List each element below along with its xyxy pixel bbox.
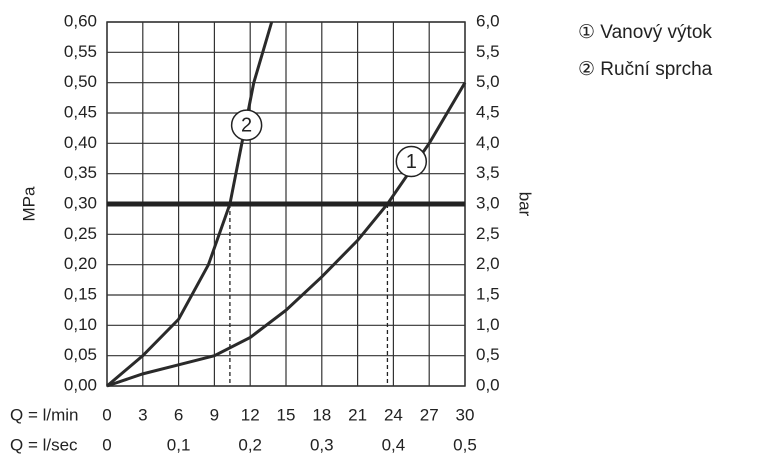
x2-tick-label: 0,4 [382, 435, 406, 454]
y2-tick-label: 0,5 [476, 345, 500, 364]
y2-tick-label: 6,0 [476, 11, 500, 30]
x2-tick-label: 0,3 [310, 435, 334, 454]
y-axis-label: MPa [19, 186, 38, 222]
y2-tick-label: 3,5 [476, 163, 500, 182]
x-tick-label: 21 [348, 405, 367, 424]
curve-label-circle [230, 109, 263, 141]
y-tick-label: 0,40 [64, 133, 97, 152]
y2-tick-label: 1,0 [476, 315, 500, 334]
y2-tick-label: 4,5 [476, 102, 500, 121]
x-tick-label: 30 [456, 405, 475, 424]
x2-tick-label: 0 [102, 435, 111, 454]
y-tick-label: 0,45 [64, 102, 97, 121]
x2-tick-label: 0,1 [167, 435, 191, 454]
curve-label-circle [395, 145, 428, 178]
y2-tick-label: 1,5 [476, 284, 500, 303]
y-tick-label: 0,15 [64, 284, 97, 303]
y2-tick-label: 2,0 [476, 254, 500, 273]
x-tick-label: 0 [102, 405, 111, 424]
x-tick-label: 18 [312, 405, 331, 424]
x-tick-label: 15 [277, 405, 296, 424]
y2-axis-label: bar [516, 192, 535, 217]
x-axis-label: Q = l/min [10, 405, 79, 424]
x2-tick-label: 0,2 [238, 435, 262, 454]
legend-entry: ① Vanový výtok [578, 22, 712, 43]
y-tick-label: 0,20 [64, 254, 97, 273]
legend-entry: ② Ruční sprcha [578, 59, 713, 80]
x2-axis-label: Q = l/sec [10, 435, 78, 454]
y2-tick-label: 5,5 [476, 42, 500, 61]
x-tick-label: 9 [210, 405, 219, 424]
curve-label: 1 [406, 151, 417, 173]
y-tick-label: 0,55 [64, 42, 97, 61]
x-tick-label: 6 [174, 405, 183, 424]
y2-tick-label: 5,0 [476, 72, 500, 91]
y2-tick-label: 0,0 [476, 375, 500, 394]
y2-tick-label: 2,5 [476, 224, 500, 243]
curve-label: 2 [241, 114, 252, 136]
y-tick-label: 0,10 [64, 315, 97, 334]
y2-tick-label: 3,0 [476, 193, 500, 212]
series-line [106, 81, 467, 388]
y-tick-label: 0,00 [64, 375, 97, 394]
y-tick-label: 0,35 [64, 163, 97, 182]
x-tick-label: 12 [241, 405, 260, 424]
y-tick-label: 0,60 [64, 11, 97, 30]
x2-tick-label: 0,5 [453, 435, 477, 454]
x-tick-label: 3 [138, 405, 147, 424]
x-tick-label: 27 [420, 405, 439, 424]
y-tick-label: 0,50 [64, 72, 97, 91]
y-tick-label: 0,25 [64, 224, 97, 243]
y-tick-label: 0,05 [64, 345, 97, 364]
y-tick-label: 0,30 [64, 193, 97, 212]
series-line [106, 21, 274, 388]
x-tick-label: 24 [384, 405, 403, 424]
y2-tick-label: 4,0 [476, 133, 500, 152]
